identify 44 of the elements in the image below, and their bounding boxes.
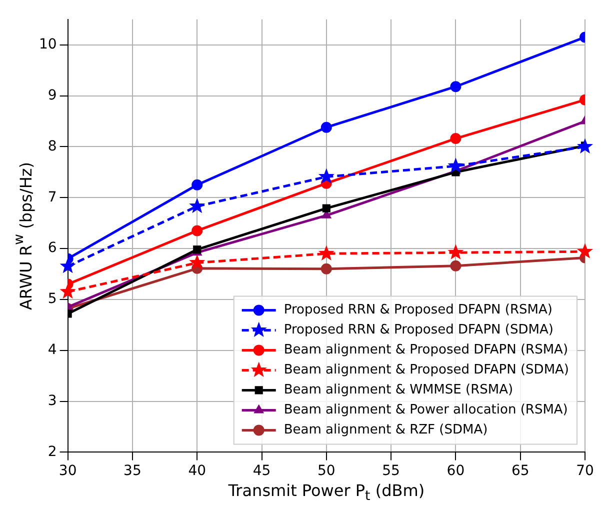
- point: [448, 158, 463, 172]
- point: [320, 122, 332, 133]
- legend-label: Beam alignment & Proposed DFAPN (SDMA): [284, 362, 570, 378]
- x-tick-label: 35: [124, 463, 142, 480]
- point: [192, 179, 203, 190]
- point: [578, 139, 592, 153]
- legend-label: Beam alignment & Power allocation (RSMA): [284, 402, 568, 418]
- x-tick-label: 70: [576, 463, 594, 480]
- x-tick-label: 65: [511, 463, 530, 480]
- point: [450, 81, 462, 92]
- point: [448, 245, 463, 259]
- point: [450, 260, 462, 272]
- legend-label: Proposed RRN & Proposed DFAPN (SDMA): [284, 322, 554, 338]
- legend-label: Beam alignment & WMMSE (RSMA): [284, 382, 514, 398]
- x-tick-label: 60: [446, 463, 465, 480]
- legend-label: Beam alignment & RZF (SDMA): [284, 422, 488, 438]
- point: [320, 263, 332, 274]
- point: [319, 246, 334, 260]
- legend-label: Proposed RRN & Proposed DFAPN (RSMA): [284, 302, 552, 318]
- point: [322, 204, 330, 212]
- x-tick-label: 40: [188, 463, 206, 480]
- point: [319, 169, 334, 183]
- y-tick-label: 5: [48, 291, 57, 308]
- legend-label: Beam alignment & Proposed DFAPN (RSMA): [284, 342, 568, 358]
- x-axis-title: Transmit Power P$_{t}$ (dBm): [228, 480, 425, 506]
- x-tick-label: 50: [317, 463, 336, 480]
- point: [192, 225, 203, 236]
- x-tick-label: 45: [252, 463, 271, 480]
- point: [190, 255, 204, 269]
- point: [60, 258, 75, 273]
- x-tick-label: 30: [58, 463, 77, 480]
- point: [190, 198, 204, 212]
- point: [60, 284, 75, 298]
- y-tick-label: 2: [48, 444, 57, 460]
- y-tick-label: 10: [38, 36, 57, 52]
- y-tick-label: 7: [48, 189, 57, 206]
- point: [578, 244, 592, 258]
- y-tick-label: 6: [48, 240, 57, 256]
- y-tick-label: 9: [48, 87, 57, 104]
- y-tick-label: 4: [48, 342, 57, 358]
- y-tick-label: 8: [48, 138, 57, 154]
- point: [450, 133, 462, 144]
- x-tick-label: 55: [382, 463, 400, 480]
- y-tick-label: 3: [48, 392, 57, 409]
